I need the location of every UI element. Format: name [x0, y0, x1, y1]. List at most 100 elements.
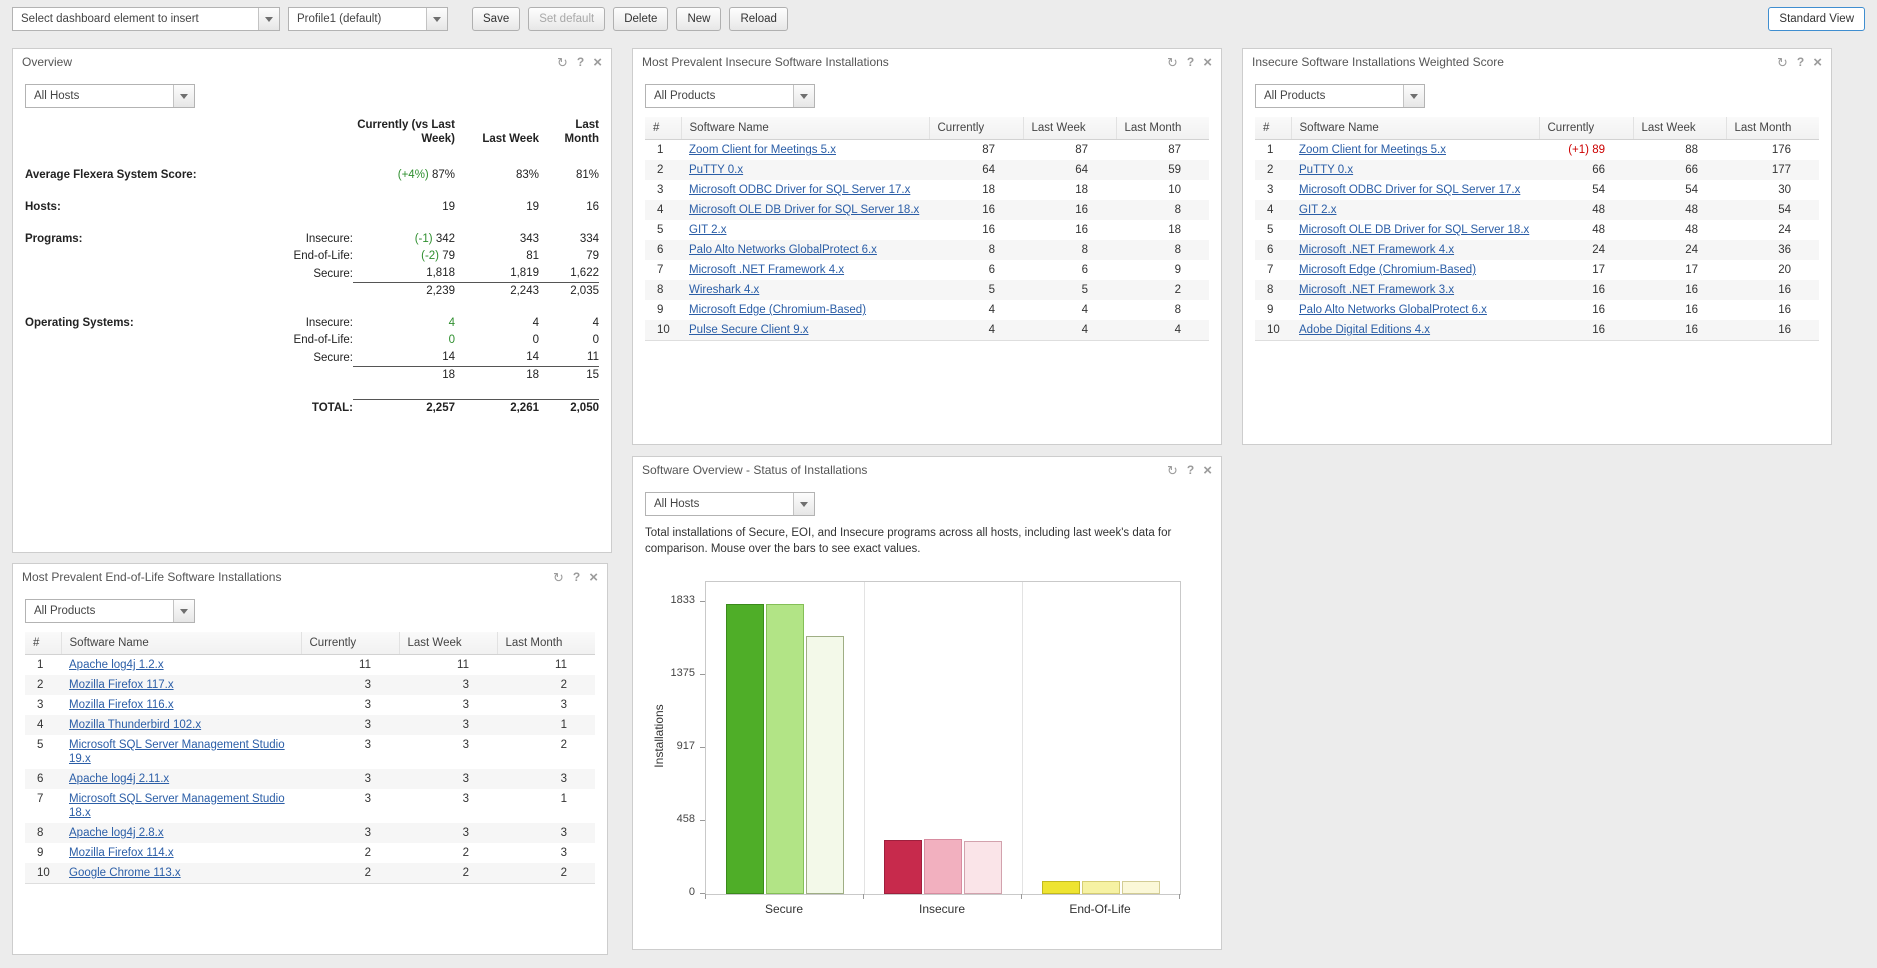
- bar-end-of-life-0[interactable]: [1042, 881, 1080, 894]
- bar-secure-0[interactable]: [726, 604, 764, 894]
- refresh-icon[interactable]: ↻: [1166, 462, 1178, 478]
- col-last-month[interactable]: Last Month: [496, 632, 595, 655]
- software-link[interactable]: Microsoft .NET Framework 4.x: [1299, 244, 1455, 256]
- col-rank[interactable]: #: [1255, 117, 1291, 140]
- software-link[interactable]: Microsoft SQL Server Management Studio 1…: [69, 739, 285, 765]
- bar-secure-2[interactable]: [806, 636, 844, 894]
- software-link[interactable]: Adobe Digital Editions 4.x: [1299, 324, 1431, 336]
- software-link[interactable]: Pulse Secure Client 9.x: [689, 324, 809, 336]
- col-last-week[interactable]: Last Week: [1022, 117, 1116, 140]
- col-software-name[interactable]: Software Name: [60, 632, 301, 655]
- products-filter-dropdown[interactable]: All Products: [25, 599, 195, 623]
- refresh-icon[interactable]: ↻: [1776, 54, 1788, 70]
- col-currently[interactable]: Currently: [300, 632, 399, 655]
- currently-cell: 48: [1592, 224, 1605, 236]
- col-currently[interactable]: Currently: [1538, 117, 1633, 140]
- close-icon[interactable]: ×: [1203, 53, 1212, 71]
- software-link[interactable]: PuTTY 0.x: [689, 164, 744, 176]
- col-last-month[interactable]: Last Month: [1115, 117, 1209, 140]
- bar-insecure-1[interactable]: [924, 839, 962, 894]
- help-icon[interactable]: ?: [1186, 462, 1195, 477]
- col-last-month[interactable]: Last Month: [1725, 117, 1819, 140]
- software-link[interactable]: GIT 2.x: [1299, 204, 1337, 216]
- software-link[interactable]: Zoom Client for Meetings 5.x: [1299, 144, 1447, 156]
- software-link[interactable]: Wireshark 4.x: [689, 284, 760, 296]
- software-link[interactable]: Mozilla Firefox 117.x: [69, 679, 174, 691]
- software-link[interactable]: Mozilla Firefox 116.x: [69, 699, 174, 711]
- hosts-filter-dropdown[interactable]: All Hosts: [645, 492, 815, 516]
- software-link[interactable]: Microsoft Edge (Chromium-Based): [1299, 264, 1477, 276]
- refresh-icon[interactable]: ↻: [556, 54, 568, 70]
- software-link[interactable]: Microsoft Edge (Chromium-Based): [689, 304, 867, 316]
- refresh-icon[interactable]: ↻: [1166, 54, 1178, 70]
- software-link[interactable]: Microsoft SQL Server Management Studio 1…: [69, 793, 285, 819]
- close-icon[interactable]: ×: [593, 53, 602, 71]
- products-filter-value: All Products: [654, 90, 716, 102]
- bar-end-of-life-1[interactable]: [1082, 881, 1120, 894]
- col-software-name[interactable]: Software Name: [680, 117, 929, 140]
- software-link[interactable]: Zoom Client for Meetings 5.x: [689, 144, 837, 156]
- table-row: 2 PuTTY 0.x 66 66 177: [1255, 160, 1819, 180]
- bar-insecure-2[interactable]: [964, 841, 1002, 894]
- chevron-down-icon[interactable]: [426, 8, 447, 30]
- software-link[interactable]: Google Chrome 113.x: [69, 867, 181, 879]
- help-icon[interactable]: ?: [1796, 54, 1805, 69]
- reload-button[interactable]: Reload: [729, 7, 788, 31]
- chevron-down-icon[interactable]: [173, 600, 194, 622]
- chevron-down-icon[interactable]: [173, 85, 194, 107]
- col-last-week[interactable]: Last Week: [1632, 117, 1726, 140]
- software-link[interactable]: Mozilla Firefox 114.x: [69, 847, 174, 859]
- close-icon[interactable]: ×: [589, 568, 598, 586]
- software-name-cell: Apache log4j 2.8.x: [61, 823, 301, 843]
- table-row: 6 Palo Alto Networks GlobalProtect 6.x 8 8 8: [645, 240, 1209, 260]
- table-row: 4 Mozilla Thunderbird 102.x 3 3 1: [25, 715, 595, 735]
- profile-dropdown[interactable]: Profile1 (default): [288, 7, 448, 31]
- table-row: 5 GIT 2.x 16 16 18: [645, 220, 1209, 240]
- close-icon[interactable]: ×: [1203, 461, 1212, 479]
- bar-insecure-0[interactable]: [884, 840, 922, 894]
- software-link[interactable]: Microsoft .NET Framework 4.x: [689, 264, 845, 276]
- chevron-down-icon[interactable]: [258, 8, 279, 30]
- chevron-down-icon[interactable]: [1403, 85, 1424, 107]
- chevron-down-icon[interactable]: [793, 493, 814, 515]
- last-week-cell: 3: [462, 827, 469, 839]
- insecure-installations-table: # Software Name Currently Last Week Last…: [645, 117, 1209, 341]
- software-link[interactable]: Microsoft OLE DB Driver for SQL Server 1…: [689, 204, 920, 216]
- close-icon[interactable]: ×: [1813, 53, 1822, 71]
- col-rank[interactable]: #: [25, 632, 61, 655]
- new-button[interactable]: New: [676, 7, 722, 31]
- software-link[interactable]: Apache log4j 2.8.x: [69, 827, 164, 839]
- chevron-down-icon[interactable]: [793, 85, 814, 107]
- set-default-button[interactable]: Set default: [528, 7, 606, 31]
- col-last-week[interactable]: Last Week: [398, 632, 497, 655]
- software-link[interactable]: Apache log4j 1.2.x: [69, 659, 164, 671]
- last-week-cell: 16: [1685, 324, 1698, 336]
- col-software-name[interactable]: Software Name: [1290, 117, 1539, 140]
- products-filter-dropdown[interactable]: All Products: [645, 84, 815, 108]
- software-link[interactable]: Microsoft ODBC Driver for SQL Server 17.…: [1299, 184, 1521, 196]
- insert-element-dropdown[interactable]: Select dashboard element to insert: [12, 7, 280, 31]
- refresh-icon[interactable]: ↻: [552, 569, 564, 585]
- col-rank[interactable]: #: [645, 117, 681, 140]
- standard-view-button[interactable]: Standard View: [1768, 7, 1865, 31]
- software-link[interactable]: Microsoft .NET Framework 3.x: [1299, 284, 1455, 296]
- software-link[interactable]: Apache log4j 2.11.x: [69, 773, 170, 785]
- col-currently[interactable]: Currently: [928, 117, 1023, 140]
- software-link[interactable]: Microsoft ODBC Driver for SQL Server 17.…: [689, 184, 911, 196]
- software-link[interactable]: Mozilla Thunderbird 102.x: [69, 719, 202, 731]
- products-filter-dropdown[interactable]: All Products: [1255, 84, 1425, 108]
- help-icon[interactable]: ?: [576, 54, 585, 69]
- software-name-cell: Pulse Secure Client 9.x: [681, 320, 929, 341]
- help-icon[interactable]: ?: [572, 569, 581, 584]
- software-link[interactable]: Microsoft OLE DB Driver for SQL Server 1…: [1299, 224, 1530, 236]
- bar-secure-1[interactable]: [766, 604, 804, 894]
- delete-button[interactable]: Delete: [613, 7, 669, 31]
- hosts-filter-dropdown[interactable]: All Hosts: [25, 84, 195, 108]
- software-link[interactable]: PuTTY 0.x: [1299, 164, 1354, 176]
- save-button[interactable]: Save: [472, 7, 521, 31]
- software-link[interactable]: GIT 2.x: [689, 224, 727, 236]
- software-link[interactable]: Palo Alto Networks GlobalProtect 6.x: [1299, 304, 1487, 316]
- software-link[interactable]: Palo Alto Networks GlobalProtect 6.x: [689, 244, 877, 256]
- help-icon[interactable]: ?: [1186, 54, 1195, 69]
- bar-end-of-life-2[interactable]: [1122, 881, 1160, 894]
